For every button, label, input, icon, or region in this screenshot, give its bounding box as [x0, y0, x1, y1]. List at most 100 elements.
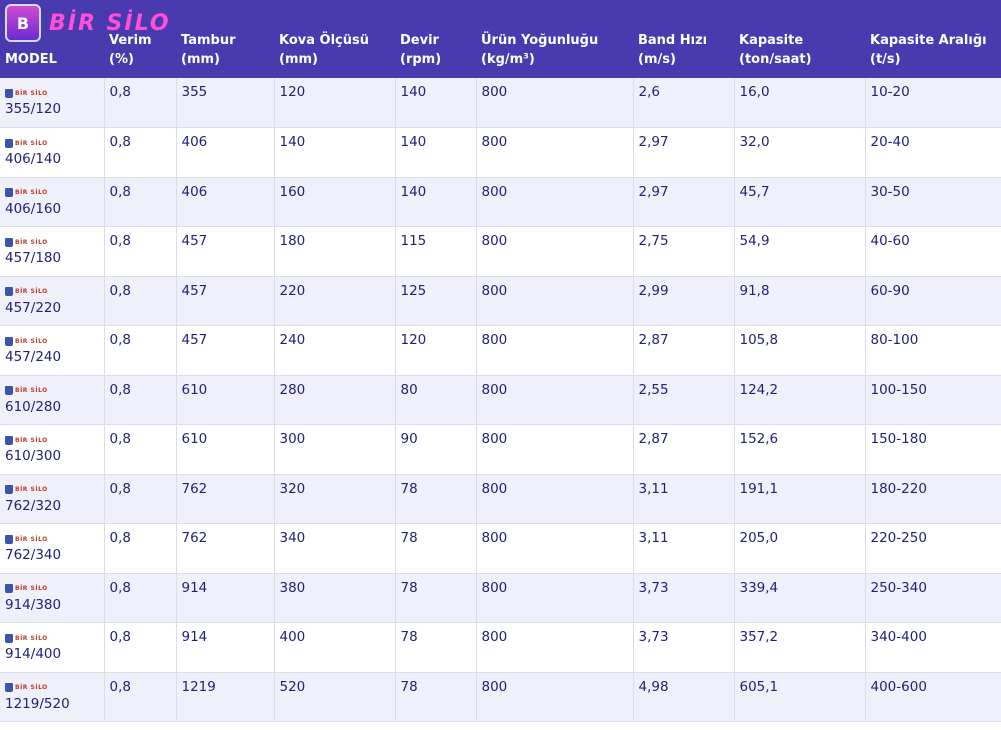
table-cell: 54,9: [734, 226, 866, 277]
header-label: Devir: [400, 33, 439, 48]
table-cell: 191,1: [734, 474, 866, 524]
table-cell: 140: [395, 78, 477, 128]
table-cell: 120: [395, 325, 477, 376]
model-cell: BİR SİLO 457/220: [0, 276, 105, 326]
brand-logo: B BİR SİLO: [5, 4, 171, 42]
table-cell: 610: [176, 375, 275, 425]
table-cell: 0,8: [104, 226, 177, 277]
header-unit: (mm): [181, 52, 220, 67]
table-row: BİR SİLO 355/120 0,8 355 120 140 800 2,6 16,0 10-…: [0, 78, 1001, 128]
table-cell: 800: [476, 375, 634, 425]
table-row: BİR SİLO 610/300 0,8 610 300 90 800 2,87 152,6 15…: [0, 424, 1001, 475]
table-cell: 0,8: [104, 573, 177, 623]
header-label: Kova Ölçüsü: [279, 33, 370, 48]
table-cell: 800: [476, 424, 634, 475]
table-cell: 0,8: [104, 375, 177, 425]
silo-logo-icon: B: [5, 4, 41, 42]
table-cell: 610: [176, 424, 275, 475]
silo-icon: [5, 287, 13, 296]
row-logo-text: BİR SİLO: [15, 238, 48, 246]
table-cell: 125: [395, 276, 477, 326]
table-cell: 152,6: [734, 424, 866, 475]
header-label: Tambur: [181, 33, 236, 48]
table-cell: 605,1: [734, 672, 866, 722]
table-cell: 457: [176, 325, 275, 376]
model-code: 406/140: [5, 151, 62, 167]
table-row: BİR SİLO 457/240 0,8 457 240 120 800 2,87 105,8 8…: [0, 325, 1001, 376]
table-cell: 10-20: [865, 78, 1001, 128]
table-cell: 2,75: [633, 226, 735, 277]
column-header: Ürün Yoğunluğu (kg/m³): [476, 0, 633, 78]
header-unit: (t/s): [870, 52, 901, 67]
table-cell: 0,8: [104, 672, 177, 722]
table-row: BİR SİLO 457/220 0,8 457 220 125 800 2,99 91,8 60…: [0, 276, 1001, 326]
header-label: MODEL: [5, 52, 57, 67]
table-row: BİR SİLO 762/340 0,8 762 340 78 800 3,11 205,0 22…: [0, 523, 1001, 574]
table-cell: 0,8: [104, 523, 177, 574]
table-cell: 520: [274, 672, 396, 722]
table-cell: 3,11: [633, 523, 735, 574]
silo-icon: [5, 534, 13, 544]
table-cell: 40-60: [865, 226, 1001, 277]
row-logo-text: BİR SİLO: [15, 535, 48, 543]
row-logo-text: BİR SİLO: [15, 139, 48, 147]
header-label: Kapasite: [739, 33, 804, 48]
column-header: Kapasite Aralığı (t/s): [865, 0, 1001, 78]
table-cell: 800: [476, 474, 634, 524]
table-body: BİR SİLO 355/120 0,8 355 120 140 800 2,6 16,0 10-…: [0, 78, 1001, 722]
row-logo-text: BİR SİLO: [15, 436, 48, 444]
table-cell: 800: [476, 672, 634, 722]
table-row: BİR SİLO 406/160 0,8 406 160 140 800 2,97 45,7 30…: [0, 177, 1001, 227]
column-header: Kapasite (ton/saat): [734, 0, 865, 78]
row-logo: BİR SİLO: [5, 533, 102, 545]
model-cell: BİR SİLO 1219/520: [0, 672, 105, 722]
table-cell: 800: [476, 622, 634, 673]
table-cell: 180-220: [865, 474, 1001, 524]
silo-icon: [5, 584, 13, 593]
table-cell: 914: [176, 573, 275, 623]
table-cell: 20-40: [865, 127, 1001, 178]
table-cell: 0,8: [104, 127, 177, 178]
table-cell: 205,0: [734, 523, 866, 574]
row-logo-text: BİR SİLO: [15, 189, 48, 196]
model-cell: BİR SİLO 762/340: [0, 523, 105, 574]
header-row: MODEL Verim (%) Tambur (mm) Kova Ölçüsü (mm) De…: [0, 0, 1001, 78]
row-logo: BİR SİLO: [5, 187, 102, 199]
table-cell: 160: [274, 177, 396, 227]
table-cell: 45,7: [734, 177, 866, 227]
row-logo: BİR SİLO: [5, 632, 102, 644]
table-cell: 30-50: [865, 177, 1001, 227]
row-logo: BİR SİLO: [5, 236, 102, 248]
table-cell: 16,0: [734, 78, 866, 128]
model-code: 762/340: [5, 547, 62, 563]
table-cell: 240: [274, 325, 396, 376]
table-cell: 32,0: [734, 127, 866, 178]
table-cell: 355: [176, 78, 275, 128]
table-cell: 140: [395, 127, 477, 178]
table-cell: 124,2: [734, 375, 866, 425]
header-unit: (m/s): [638, 52, 676, 67]
silo-icon: [5, 138, 13, 148]
model-cell: BİR SİLO 457/180: [0, 226, 105, 277]
silo-icon: [5, 237, 13, 247]
table-cell: 80-100: [865, 325, 1001, 376]
table-row: BİR SİLO 610/280 0,8 610 280 80 800 2,55 124,2 10…: [0, 375, 1001, 425]
table-cell: 220: [274, 276, 396, 326]
row-logo: BİR SİLO: [5, 286, 102, 298]
table-row: BİR SİLO 406/140 0,8 406 140 140 800 2,97 32,0 20…: [0, 127, 1001, 178]
table-cell: 0,8: [104, 325, 177, 376]
table-cell: 2,99: [633, 276, 735, 326]
silo-icon: [5, 336, 13, 346]
model-cell: BİR SİLO 355/120: [0, 78, 105, 128]
table-cell: 2,87: [633, 424, 735, 475]
table-cell: 3,73: [633, 622, 735, 673]
table-cell: 180: [274, 226, 396, 277]
table-row: BİR SİLO 914/400 0,8 914 400 78 800 3,73 357,2 34…: [0, 622, 1001, 673]
row-logo-text: BİR SİLO: [15, 634, 48, 642]
table-cell: 340: [274, 523, 396, 574]
table-cell: 800: [476, 226, 634, 277]
table-cell: 150-180: [865, 424, 1001, 475]
column-header: Tambur (mm): [176, 0, 274, 78]
